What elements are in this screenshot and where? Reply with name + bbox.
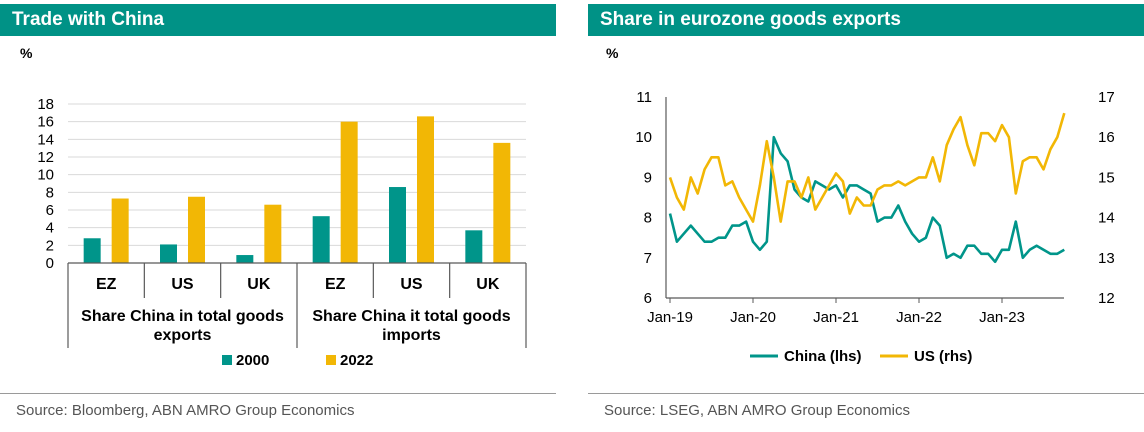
group-label-line1: Share China in total goods (81, 308, 284, 325)
left-y-tick-label: 9 (644, 169, 652, 186)
right-legend: China (lhs) US (rhs) (750, 348, 972, 365)
x-tick-label: Jan-20 (730, 309, 776, 326)
right-source-note: Source: LSEG, ABN AMRO Group Economics (604, 402, 910, 419)
right-axes: 6 7 8 9 10 11 12 13 14 15 16 17 Jan-19 Jan-20 Jan-21 Ja… (635, 89, 1114, 326)
right-chart-title: Share in eurozone goods exports (588, 4, 1144, 36)
right-source-divider (588, 393, 1144, 394)
bar-2022 (340, 121, 358, 264)
x-category-label: EZ (96, 276, 117, 293)
x-category-label: EZ (325, 276, 346, 293)
x-tick-label: Jan-19 (647, 309, 693, 326)
legend-label: US (rhs) (914, 348, 972, 365)
y-tick-label: 6 (46, 202, 54, 219)
left-y-tick-label: 7 (644, 250, 652, 267)
x-category-label: UK (476, 276, 500, 293)
left-y-tick-label: 11 (636, 89, 652, 106)
left-chart-panel: Trade with China % 0 2 4 6 8 10 12 14 16 18 EZ US U… (0, 0, 556, 432)
bar-2022 (188, 196, 205, 263)
line-left (668, 135, 1065, 264)
left-chart-title: Trade with China (0, 4, 556, 36)
legend-label: China (lhs) (784, 348, 862, 365)
right-y-unit: % (606, 45, 619, 61)
y-tick-label: 14 (37, 131, 54, 148)
y-tick-label: 0 (46, 255, 54, 272)
bar-2022 (111, 198, 129, 263)
x-category-label: US (171, 276, 194, 293)
y-tick-label: 8 (46, 184, 54, 201)
left-y-unit: % (20, 45, 33, 61)
x-category-label: UK (247, 276, 271, 293)
right-y-tick-label: 16 (1098, 129, 1115, 146)
group-label-line2: exports (154, 327, 212, 344)
bar-2000 (312, 216, 330, 263)
bar-2000 (160, 244, 177, 263)
left-gridlines (68, 103, 526, 264)
x-category-label: US (400, 276, 423, 293)
group-label-line2: imports (382, 327, 441, 344)
right-y-tick-label: 17 (1098, 89, 1115, 106)
left-y-tick-label: 8 (644, 210, 652, 227)
legend-label: 2000 (236, 352, 269, 369)
right-series-lines (668, 112, 1066, 264)
bar-2000 (389, 187, 406, 263)
bar-2022 (493, 142, 511, 263)
left-y-tick-label: 6 (644, 290, 652, 307)
y-tick-label: 4 (46, 220, 54, 237)
right-y-tick-label: 13 (1098, 250, 1115, 267)
right-y-tick-label: 14 (1098, 210, 1115, 227)
legend-swatch-2022 (326, 355, 336, 365)
right-y-tick-label: 12 (1098, 290, 1115, 307)
bar-2022 (417, 116, 434, 263)
left-y-tick-label: 10 (635, 129, 652, 146)
left-source-divider (0, 393, 556, 394)
y-tick-label: 16 (37, 114, 54, 131)
bar-2000 (465, 230, 483, 263)
y-tick-label: 12 (37, 149, 54, 166)
legend-label: 2022 (340, 352, 373, 369)
left-source-note: Source: Bloomberg, ABN AMRO Group Econom… (16, 402, 355, 419)
right-y-tick-label: 15 (1098, 169, 1115, 186)
legend-swatch-2000 (222, 355, 232, 365)
x-tick-label: Jan-22 (896, 309, 942, 326)
x-tick-label: Jan-21 (813, 309, 859, 326)
left-bars (83, 116, 511, 264)
y-tick-label: 2 (46, 237, 54, 254)
bar-2022 (264, 204, 282, 263)
bar-2000 (83, 238, 101, 263)
y-tick-label: 18 (37, 96, 54, 113)
bar-2000 (236, 255, 254, 263)
x-tick-label: Jan-23 (979, 309, 1025, 326)
right-line-chart: % 6 7 8 9 10 11 12 13 14 15 16 17 Jan-19 Jan-20 Jan-21… (606, 45, 1115, 365)
left-legend: 2000 2022 (222, 352, 373, 369)
y-tick-label: 10 (37, 167, 54, 184)
right-chart-panel: Share in eurozone goods exports % 6 7 8 9 10… (588, 0, 1144, 432)
left-x-axis: EZ US UK EZ US UK Share China in total goods ex… (67, 262, 527, 348)
group-label-line1: Share China it total goods (312, 308, 510, 325)
line-right (668, 112, 1066, 223)
